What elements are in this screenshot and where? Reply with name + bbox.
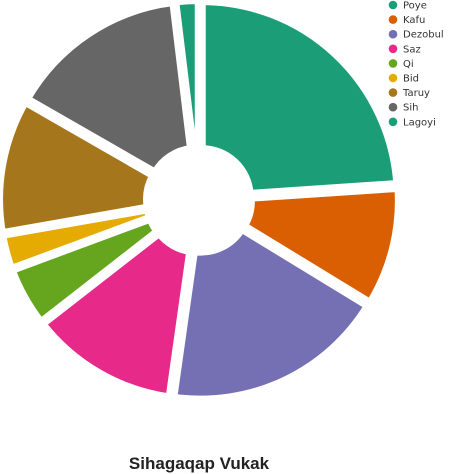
legend-label-saz: Saz: [403, 44, 421, 55]
chart-title: Sihagaqap Vukak: [129, 454, 270, 473]
pie-slice-kafu: [239, 183, 403, 308]
legend: Poye Kafu Dezobul Saz Qi Bid Taruy Sih Lagoyi: [388, 0, 444, 128]
legend-label-kafu: Kafu: [403, 15, 425, 26]
legend-marker-kafu: [388, 15, 398, 24]
legend-label-sih: Sih: [403, 103, 418, 114]
legend-label-taruy: Taruy: [402, 88, 430, 99]
legend-marker-poye: [388, 0, 398, 10]
pie-slices: [0, 0, 399, 400]
legend-label-bid: Bid: [403, 74, 419, 85]
pie-slice-lagoyi: [171, 0, 203, 153]
legend-label-poye: Poye: [403, 1, 427, 12]
legend-marker-qi: [388, 59, 398, 68]
pie-slice-taruy: [0, 97, 158, 238]
legend-label-qi: Qi: [403, 59, 414, 70]
pie-slice-dezobul: [169, 224, 372, 404]
pie-slice-saz: [38, 228, 195, 402]
legend-label-dezobul: Dezobul: [403, 30, 444, 41]
legend-marker-lagoyi: [388, 117, 398, 127]
pie-slice-sih: [22, 0, 196, 177]
legend-marker-taruy: [388, 88, 398, 97]
legend-marker-bid: [388, 73, 398, 83]
pie-slice-poye: [197, 0, 402, 198]
legend-marker-dezobul: [388, 29, 398, 39]
legend-marker-sih: [388, 102, 398, 112]
legend-marker-saz: [388, 44, 398, 54]
legend-label-lagoyi: Lagoyi: [403, 117, 436, 128]
